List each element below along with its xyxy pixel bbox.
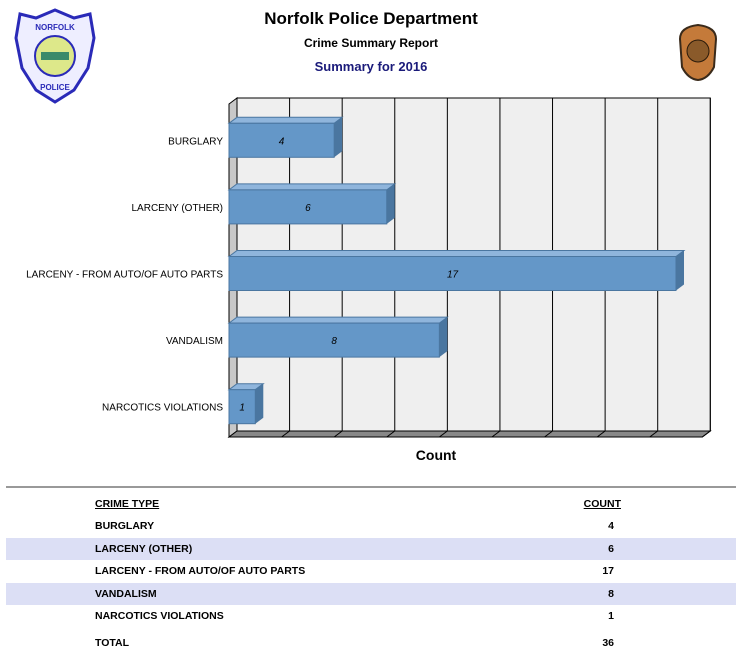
bar-side: [439, 317, 448, 358]
crime-bar-chart: 4 BURGLARY 6 LARCENY (OTHER) 17 LARCENY - FRO…: [26, 97, 712, 438]
table-row: LARCENY - FROM AUTO/OF AUTO PARTS 17: [6, 560, 736, 582]
category-label: BURGLARY: [168, 136, 223, 147]
table-row: NARCOTICS VIOLATIONS 1: [6, 605, 736, 627]
bar-top: [227, 183, 397, 191]
crime-type-cell: LARCENY - FROM AUTO/OF AUTO PARTS: [95, 565, 306, 577]
table-row: BURGLARY 4: [6, 515, 736, 537]
police-patch-logo-right: [678, 23, 718, 81]
bar: [228, 389, 256, 425]
bar-top: [227, 250, 686, 257]
svg-text:NORFOLK: NORFOLK: [35, 23, 75, 32]
bar: [228, 122, 335, 158]
data-label: 4: [279, 136, 285, 147]
crime-type-cell: CRIME TYPE: [95, 498, 160, 510]
tick-mark: [386, 430, 396, 438]
bar: [228, 322, 440, 358]
count-cell: COUNT: [583, 498, 621, 510]
tick-mark: [596, 430, 606, 438]
floor: [227, 430, 712, 438]
category-label: NARCOTICS VIOLATIONS: [102, 403, 223, 414]
crime-type-cell: NARCOTICS VIOLATIONS: [95, 610, 224, 622]
total-row: TOTAL 36: [6, 632, 736, 654]
table-row: VANDALISM 8: [6, 582, 736, 605]
data-label: 17: [447, 270, 459, 281]
crime-type-cell: BURGLARY: [95, 520, 155, 532]
count-cell: 6: [608, 542, 614, 555]
category-label: VANDALISM: [166, 336, 223, 347]
bar-top: [227, 116, 344, 124]
x-axis-label: Count: [415, 447, 457, 463]
report-title: Norfolk Police Department: [264, 9, 478, 28]
tick-mark: [491, 430, 501, 438]
bar: [228, 189, 388, 225]
crime-type-cell: VANDALISM: [95, 587, 157, 600]
count-cell: 36: [602, 637, 614, 649]
summary-year: Summary for 2016: [314, 59, 428, 74]
table-row: LARCENY (OTHER) 6: [6, 537, 736, 560]
tick-mark: [439, 430, 448, 438]
category-label: LARCENY (OTHER): [132, 203, 224, 214]
tick-mark: [544, 430, 553, 438]
report-subtitle: Crime Summary Report: [303, 36, 439, 50]
police-badge-logo-left: NORFOLK POLICE: [14, 8, 96, 104]
tick-mark: [281, 430, 290, 438]
bar-side: [334, 117, 343, 158]
divider: [6, 486, 736, 488]
tick-mark: [333, 430, 343, 438]
count-cell: 8: [608, 587, 614, 600]
data-label: 6: [305, 203, 311, 214]
data-label: 1: [239, 403, 245, 414]
svg-text:POLICE: POLICE: [40, 83, 70, 92]
tick-mark: [649, 430, 659, 438]
crime-type-cell: TOTAL: [95, 637, 130, 649]
crime-type-cell: LARCENY (OTHER): [95, 542, 193, 555]
count-cell: 17: [602, 565, 614, 577]
bar-side: [255, 383, 264, 424]
bar-top: [227, 316, 449, 324]
bar-side: [386, 183, 395, 224]
count-cell: 4: [608, 520, 614, 532]
table-header: CRIME TYPE COUNT: [6, 493, 736, 515]
tick-mark: [701, 430, 711, 438]
bar: [228, 256, 677, 291]
bar-side: [676, 250, 684, 291]
count-cell: 1: [608, 610, 614, 622]
data-label: 8: [331, 336, 337, 347]
category-label: LARCENY - FROM AUTO/OF AUTO PARTS: [26, 270, 223, 281]
